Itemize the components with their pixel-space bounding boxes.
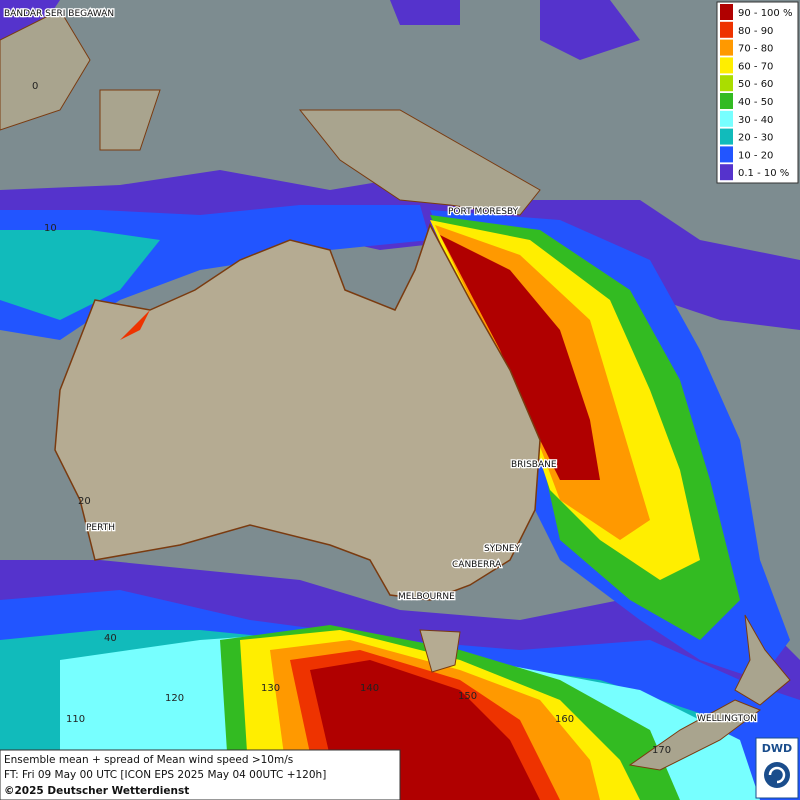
logo-text: DWD <box>762 742 792 755</box>
wind-field <box>0 0 640 60</box>
grid-label: 110 <box>66 714 85 725</box>
legend-label: 90 - 100 % <box>738 8 792 19</box>
logo-icon <box>764 762 790 788</box>
legend-swatch <box>720 128 733 145</box>
grid-label: 140 <box>360 683 379 694</box>
legend-label: 70 - 80 <box>738 44 773 55</box>
logo-swirl <box>768 766 786 784</box>
new-guinea <box>298 109 541 216</box>
city-label: PORT MORESBY <box>448 207 519 217</box>
grid-labels: 0 10 20 40 110 120 130 140 150 160 170 <box>32 81 671 756</box>
legend-swatch <box>720 39 733 56</box>
city-label: MELBOURNE <box>398 592 455 602</box>
legend-label: 40 - 50 <box>738 97 773 108</box>
info-background <box>0 749 401 800</box>
city-label: CANBERRA <box>452 560 502 570</box>
city-label: BRISBANE <box>511 460 557 470</box>
legend-swatch <box>720 164 733 181</box>
legend-swatch <box>720 75 733 92</box>
grid-label: 160 <box>555 714 574 725</box>
info-line: Ensemble mean + spread of Mean wind spee… <box>4 754 293 766</box>
legend-swatch <box>720 57 733 74</box>
info-line: FT: Fri 09 May 00 UTC [ICON EPS 2025 May… <box>4 769 326 781</box>
nz-south <box>628 699 762 771</box>
legend-label: 30 - 40 <box>738 115 773 126</box>
legend-swatch <box>720 110 733 127</box>
wind-field <box>0 170 800 330</box>
legend-swatch <box>720 4 733 20</box>
legend-label: 0.1 - 10 % <box>738 168 789 179</box>
logo: DWD <box>755 737 799 799</box>
wind-field <box>0 230 160 320</box>
city-label: BANDAR SERI BEGAWAN <box>4 9 114 19</box>
info-box: Ensemble mean + spread of Mean wind spee… <box>0 749 401 800</box>
grid-label: 120 <box>165 693 184 704</box>
legend: 90 - 100 % 80 - 90 70 - 80 60 - 70 50 - 60 40… <box>716 1 799 184</box>
city-label: SYDNEY <box>484 544 521 554</box>
grid-label: 40 <box>104 633 117 644</box>
legend-label: 80 - 90 <box>738 26 773 37</box>
copyright: ©2025 Deutscher Wetterdienst <box>4 785 189 797</box>
legend-swatch <box>720 21 733 38</box>
grid-label: 150 <box>458 691 477 702</box>
tasmania <box>419 629 461 673</box>
legend-label: 50 - 60 <box>738 79 773 90</box>
nz-north <box>734 614 791 706</box>
cities: BANDAR SERI BEGAWAN PORT MORESBY BRISBAN… <box>3 8 758 726</box>
grid-label: 20 <box>78 496 91 507</box>
wind-field <box>120 310 150 340</box>
grid-label: 130 <box>261 683 280 694</box>
australia <box>54 223 541 601</box>
grid-label: 0 <box>32 81 38 92</box>
wind-field <box>440 235 600 480</box>
legend-swatch <box>720 146 733 163</box>
grid-label: 10 <box>44 223 57 234</box>
legend-swatch <box>720 93 733 109</box>
city-label: PERTH <box>86 523 115 533</box>
islands <box>0 9 161 151</box>
legend-label: 60 - 70 <box>738 61 773 72</box>
city-label: WELLINGTON <box>697 714 757 724</box>
legend-label: 20 - 30 <box>738 133 773 144</box>
legend-label: 10 - 20 <box>738 150 773 161</box>
grid-label: 170 <box>652 745 671 756</box>
